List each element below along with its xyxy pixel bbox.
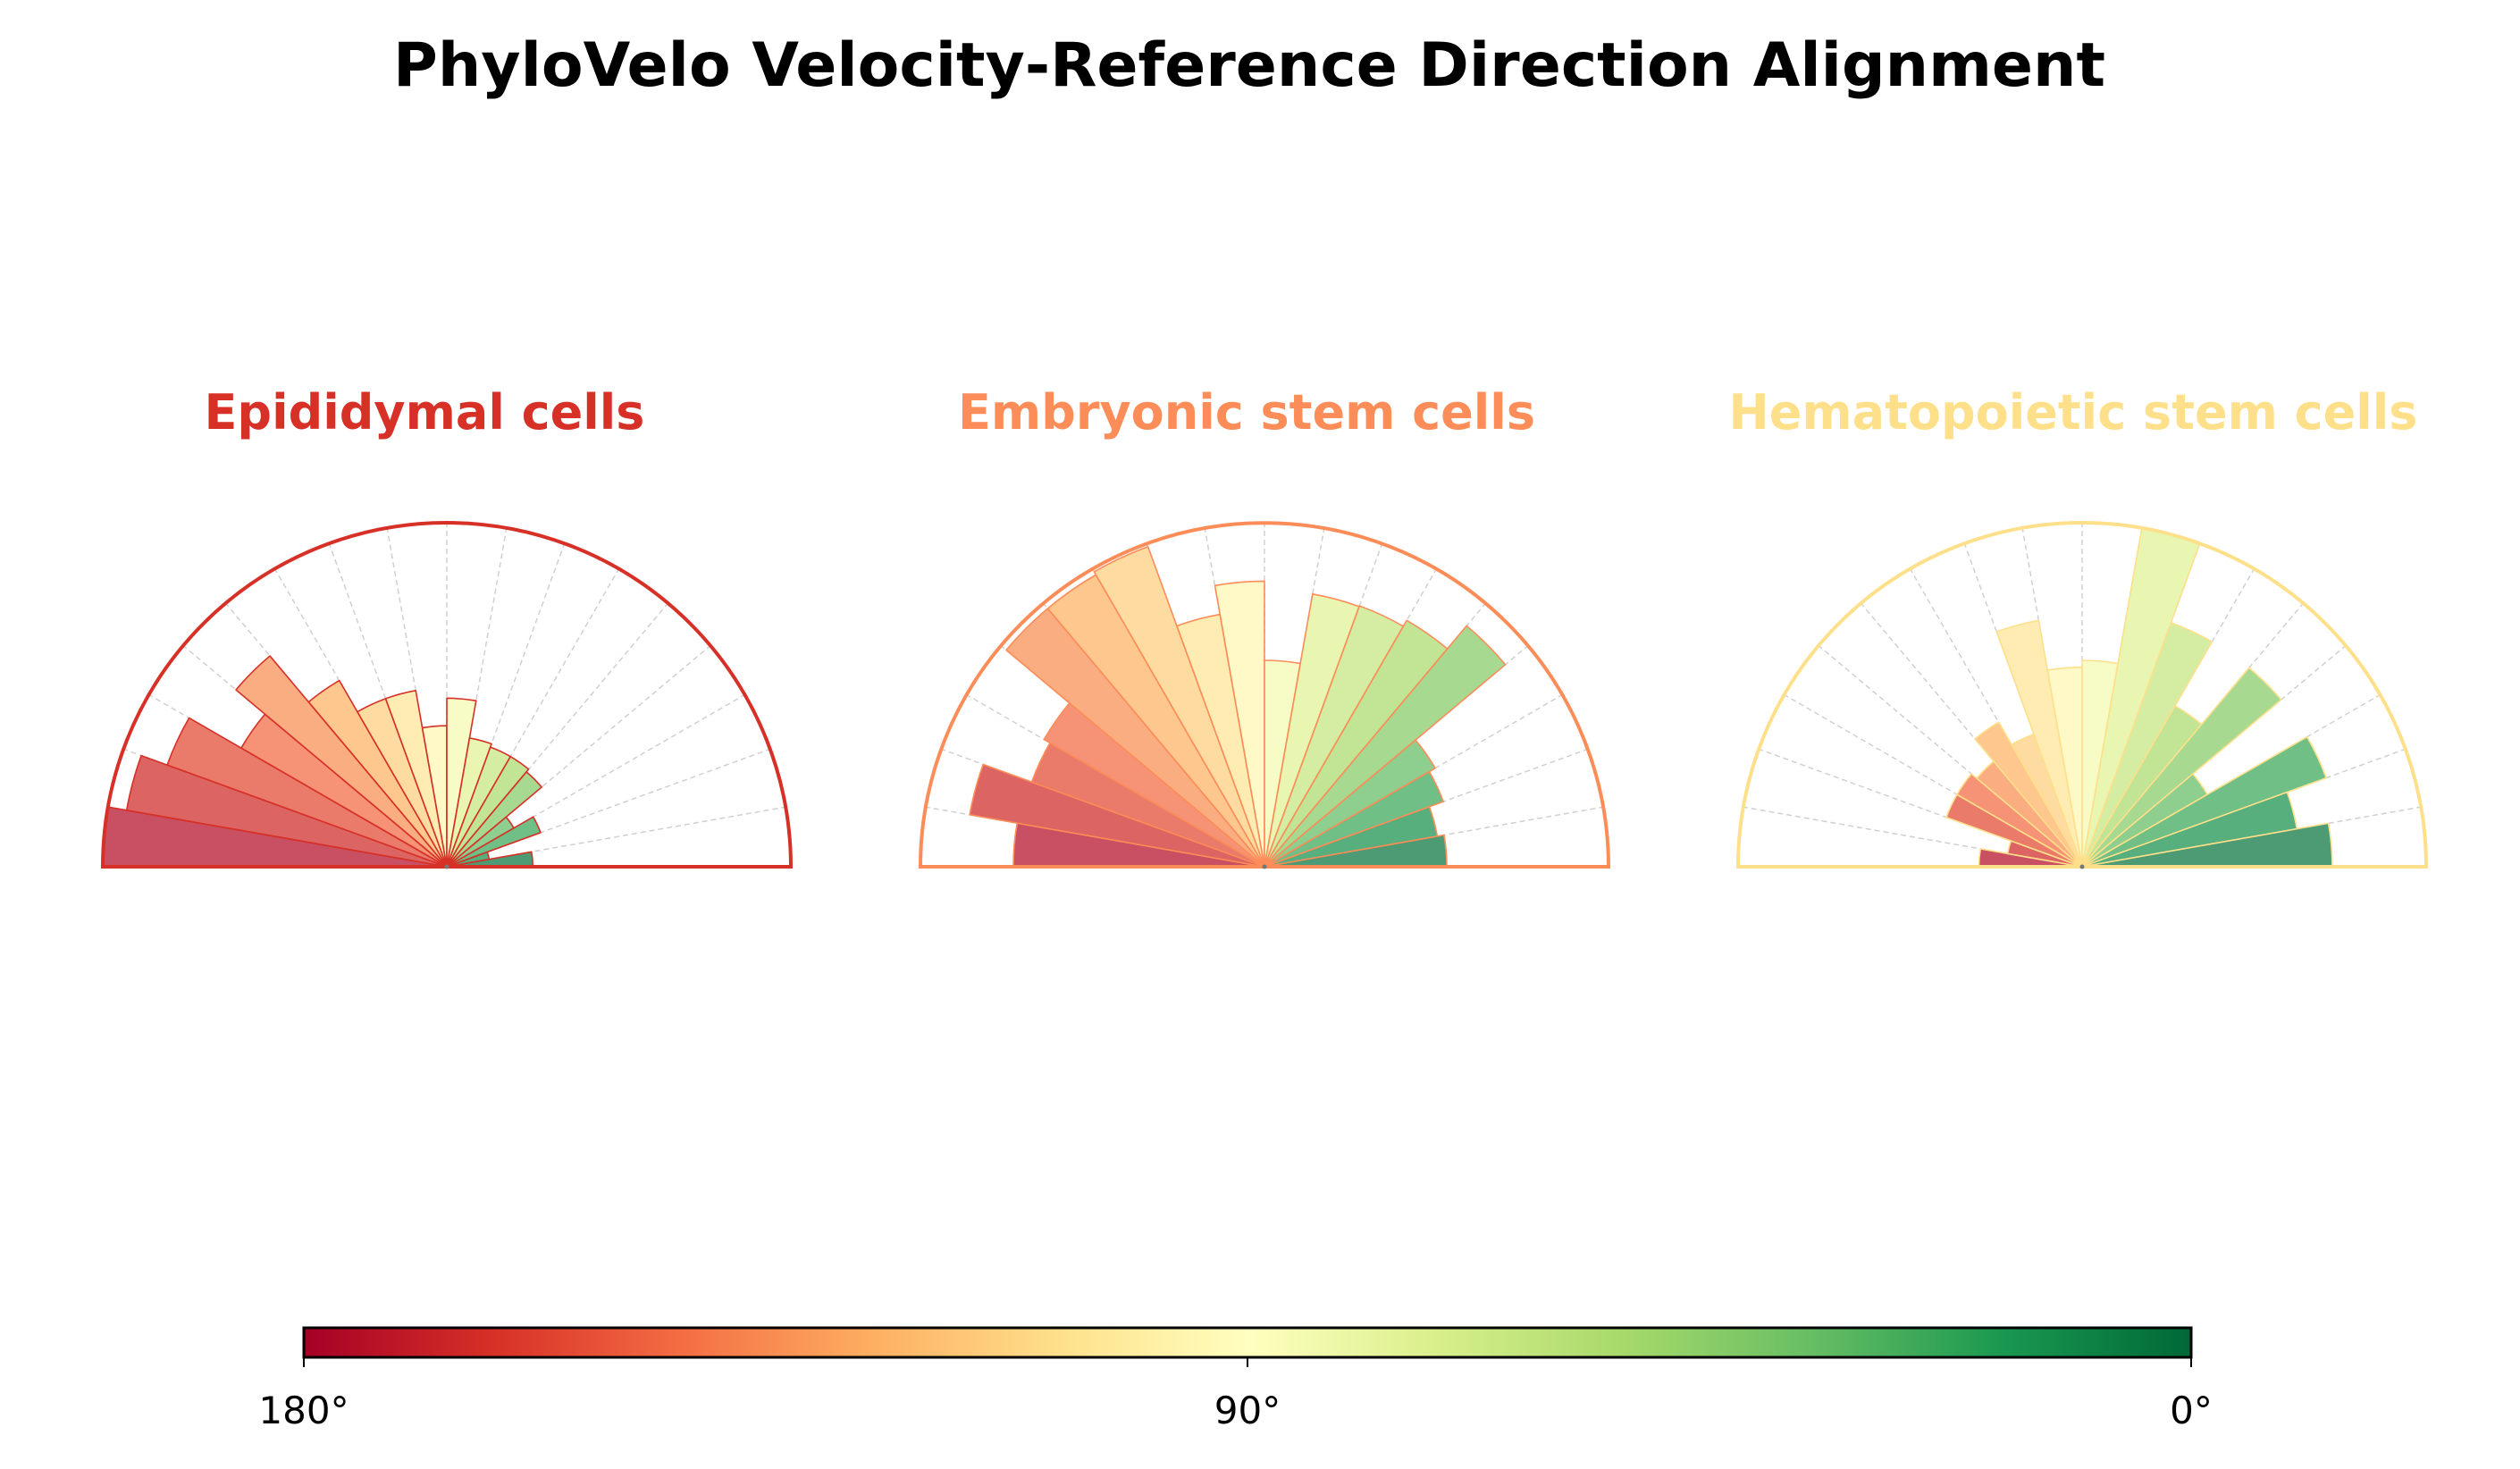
polar-center — [1262, 864, 1267, 869]
polar-frame — [918, 521, 1611, 869]
bar-30-40-deg — [1264, 739, 1436, 868]
polar-frame — [100, 521, 794, 869]
bar-90-100-deg — [1214, 580, 1265, 868]
panel-title: Embryonic stem cells — [958, 384, 1535, 441]
bar-50-60-deg — [446, 755, 530, 868]
bar-160-170-deg — [125, 754, 448, 868]
bar-20-30-deg — [2081, 735, 2327, 868]
colorbar: 180° 90° 0° — [258, 1326, 2213, 1432]
bar-150-160-deg — [166, 717, 448, 868]
bar-100-110-deg — [384, 690, 448, 868]
bar-110-120-deg — [1093, 546, 1265, 868]
bar-100-110-deg — [1995, 619, 2083, 868]
bar-130-140-deg — [235, 655, 448, 868]
bar-40-50-deg — [1264, 625, 1507, 868]
polar-frame — [1735, 521, 2429, 869]
bar-20-30-deg — [446, 816, 542, 868]
colorbar-tick-label: 90° — [1214, 1389, 1281, 1432]
panel-title: Hematopoietic stem cells — [1729, 384, 2418, 441]
bar-40-50-deg — [2081, 667, 2282, 868]
bar-40-50-deg — [446, 771, 542, 868]
bar-120-130-deg — [1974, 721, 2083, 868]
panel-epididymal: Epididymal cells — [100, 384, 794, 869]
panel-embryonic: Embryonic stem cells — [918, 384, 1611, 869]
colorbar-gradient — [302, 1326, 2193, 1359]
polar-center — [444, 864, 449, 869]
bar-60-70-deg — [2081, 622, 2213, 868]
figure-title: PhyloVelo Velocity-Reference Direction A… — [393, 30, 2105, 101]
bar-20-30-deg — [1264, 770, 1444, 868]
panel-title: Epididymal cells — [205, 384, 645, 441]
colorbar-tick-label: 0° — [2170, 1389, 2213, 1432]
colorbar-tick-label: 180° — [258, 1389, 349, 1432]
panel-hematopoietic: Hematopoietic stem cells — [1729, 384, 2429, 869]
bar-120-130-deg — [307, 679, 448, 868]
polar-center — [2079, 864, 2085, 869]
bar-140-150-deg — [1956, 773, 2083, 868]
bar-160-170-deg — [969, 763, 1265, 868]
